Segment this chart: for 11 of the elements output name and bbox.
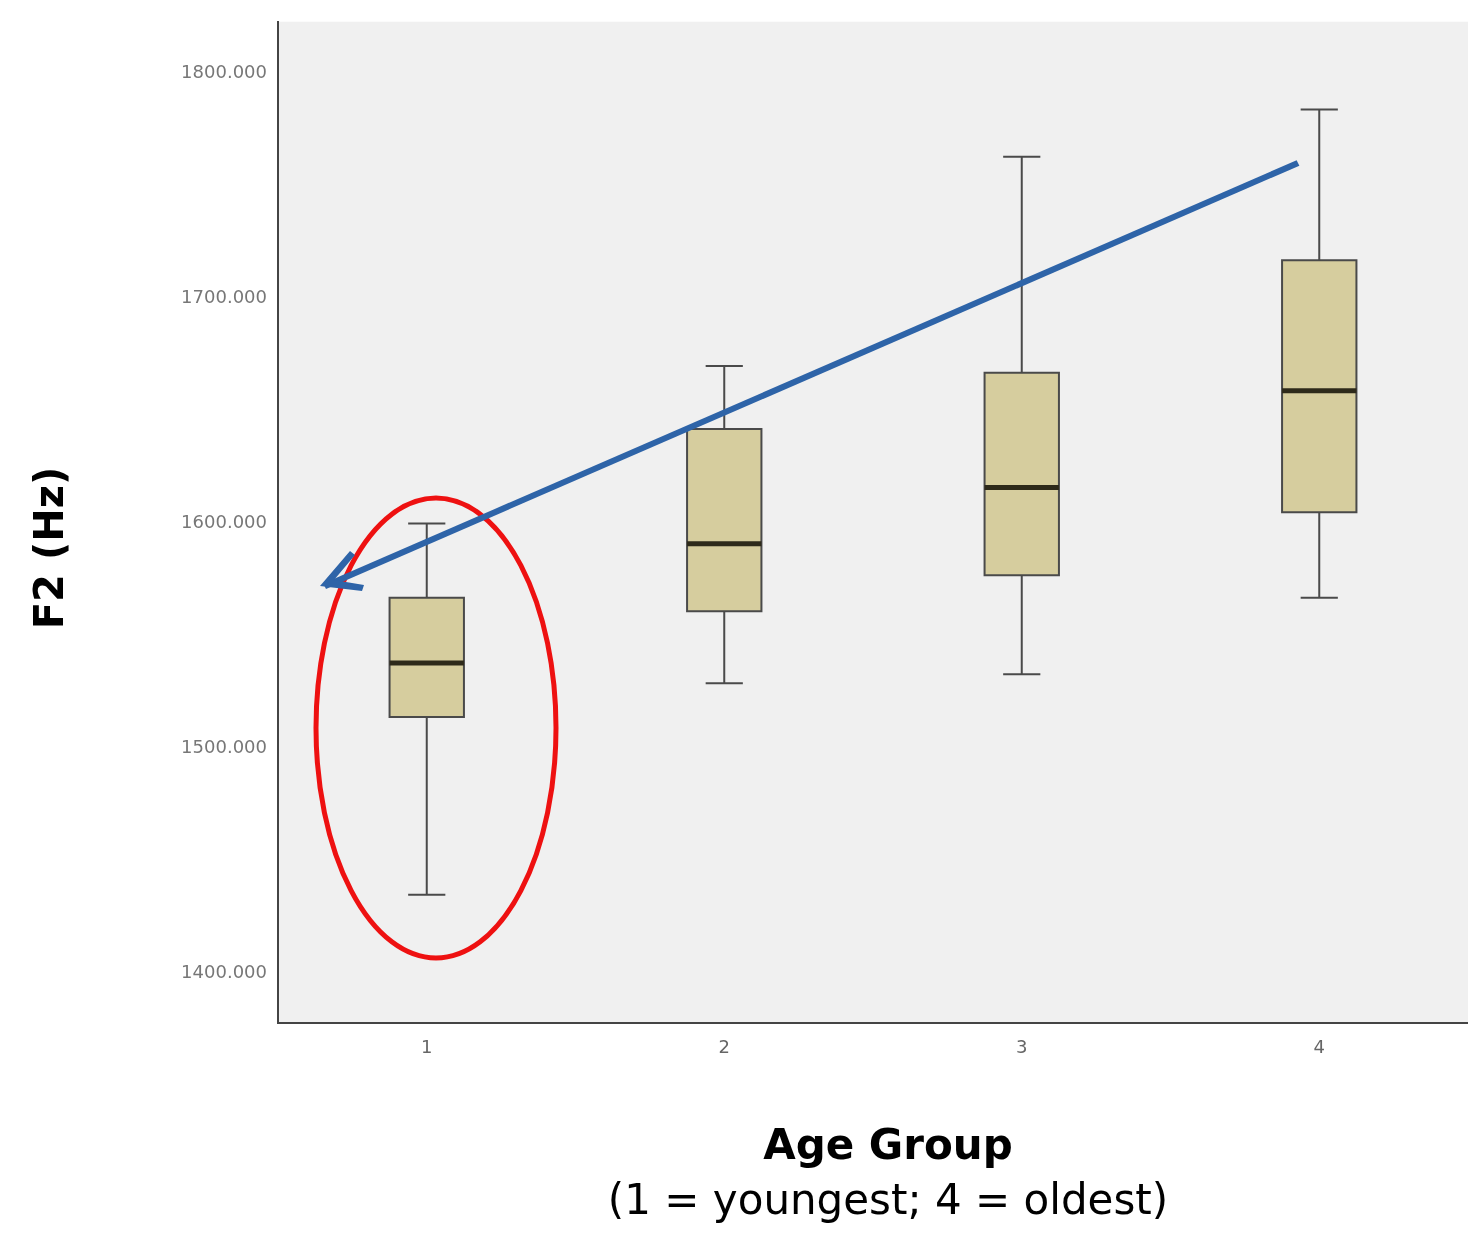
y-tick-label: 1600.000 [181, 511, 267, 533]
y-tick-label: 1700.000 [181, 286, 267, 308]
x-tick-label: 4 [1313, 1036, 1325, 1058]
y-axis-title: F2 (Hz) [26, 466, 73, 630]
y-tick-label: 1400.000 [181, 961, 267, 983]
x-tick-label: 3 [1016, 1036, 1028, 1058]
x-axis-title: Age Group (1 = youngest; 4 = oldest) [607, 1119, 1169, 1224]
x-tick-label: 2 [718, 1036, 730, 1058]
x-tick-label: 1 [421, 1036, 433, 1058]
y-tick-label: 1500.000 [181, 736, 267, 758]
y-tick-label: 1800.000 [181, 61, 267, 83]
